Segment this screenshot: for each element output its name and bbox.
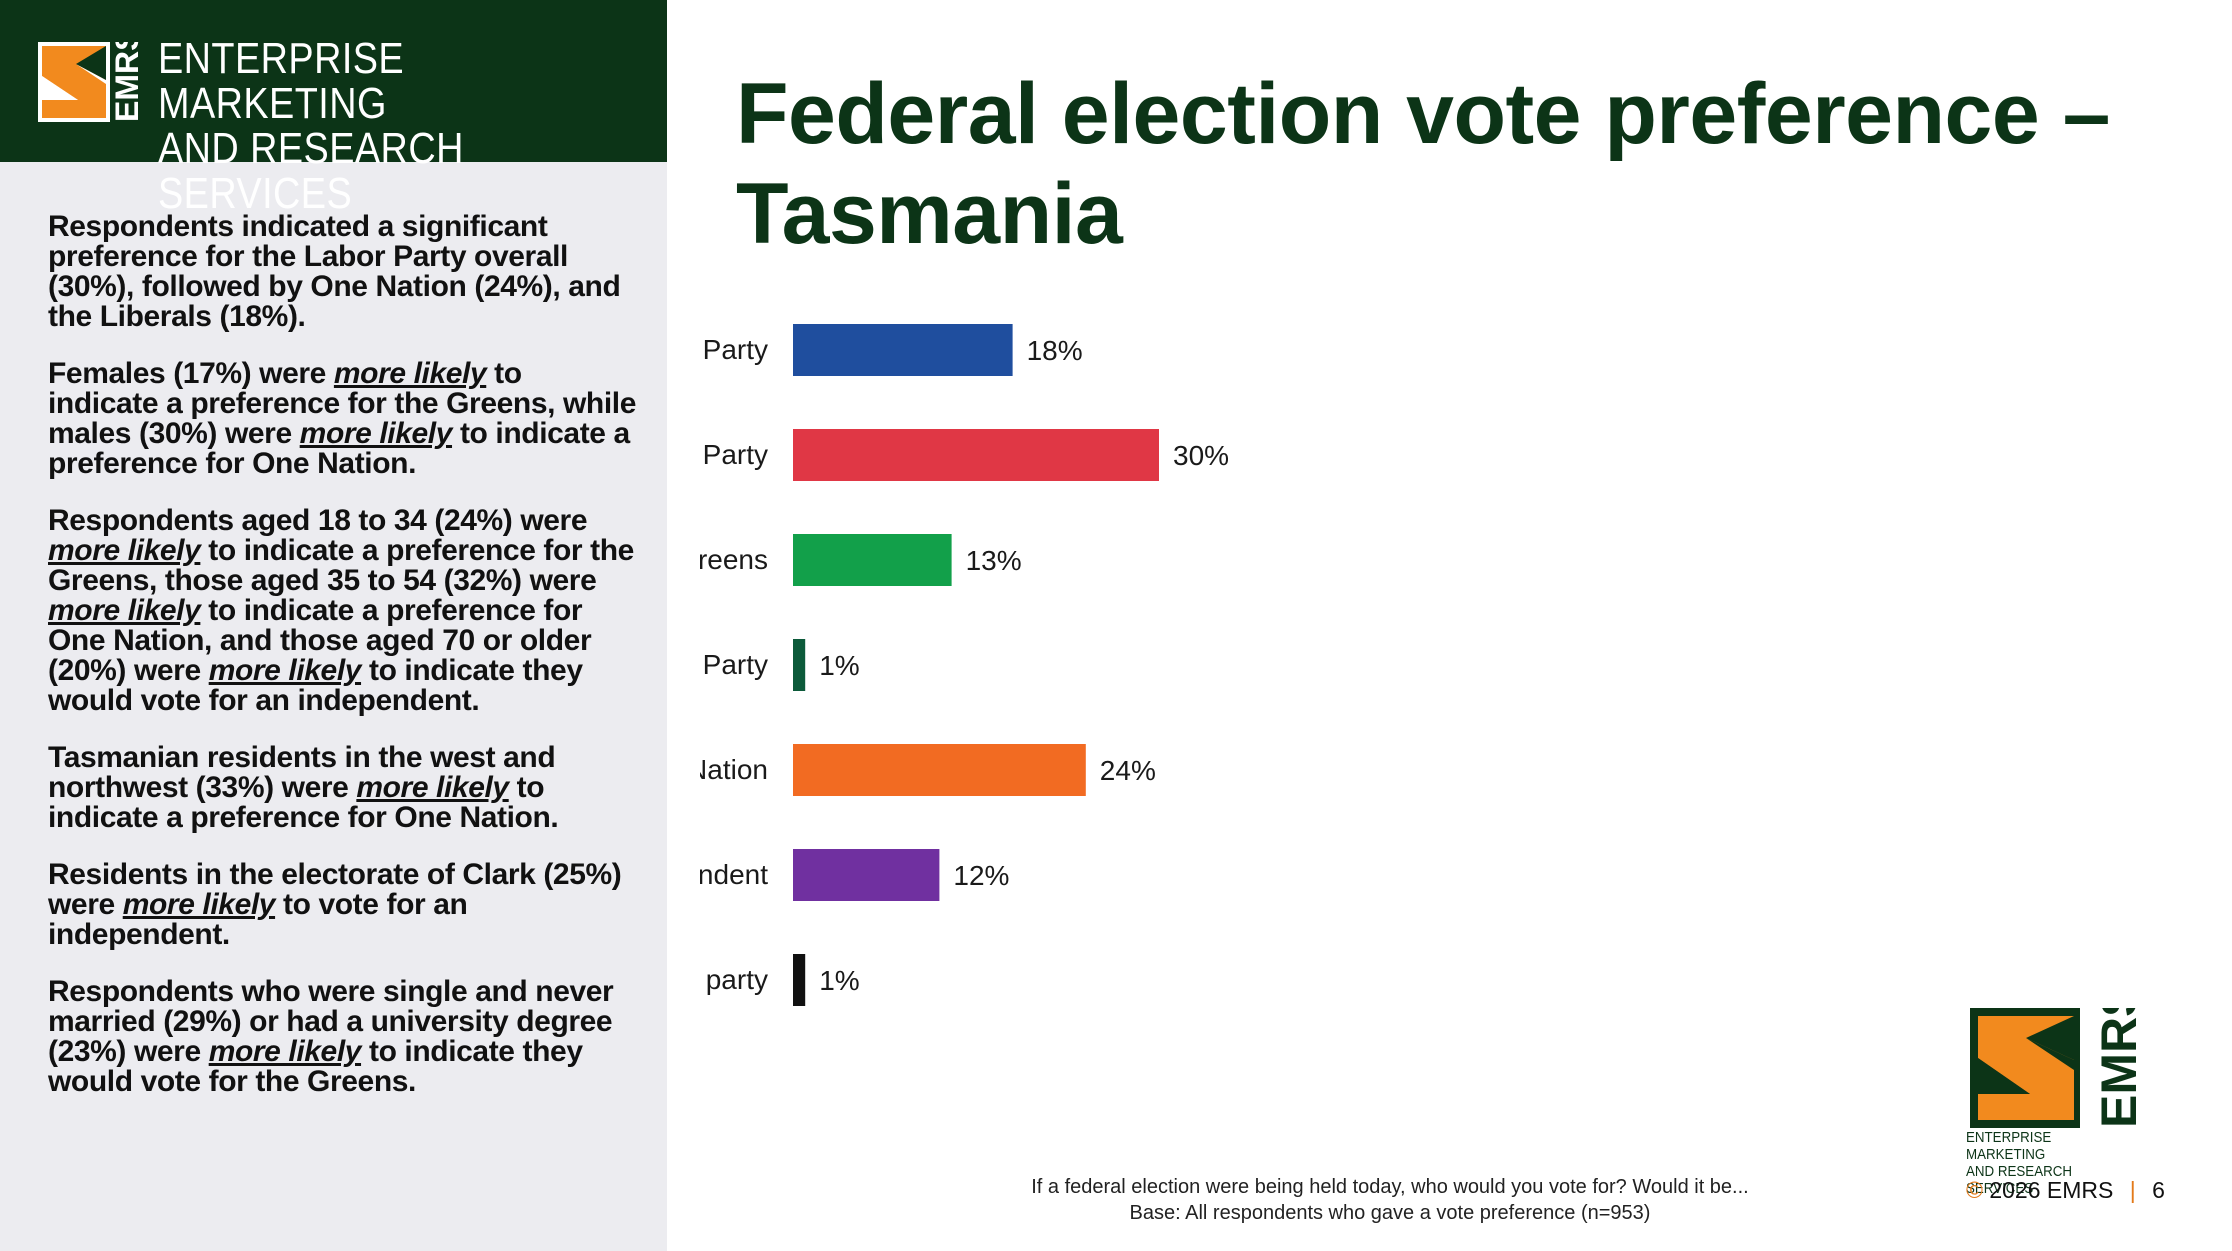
finding-text: to indicate they would vote for an indep… [48,654,583,717]
bar [793,744,1086,796]
category-label: The National Party [700,649,768,680]
emphasis-text: more likely [48,534,201,567]
finding-paragraph: Females (17%) were more likely to indica… [48,359,638,479]
emphasis-text: more likely [208,654,362,687]
finding-text: Residents in the electorate of Clark (25… [48,858,622,921]
brand-name-line1: ENTERPRISE MARKETING [158,34,405,128]
page-title: Federal election vote preference – Tasma… [736,66,2110,262]
value-label: 30% [1173,440,1229,471]
category-label: The Greens [700,544,768,575]
finding-text: to indicate a preference for One Nation. [48,771,559,834]
category-label: Pauline Hanson's One Nation [700,754,768,785]
category-label: An Independent [700,859,768,890]
vote-preference-chart: The Liberal Party 18% The Labor Party 30% Th… [700,324,1229,1006]
emphasis-text: more likely [333,357,487,390]
category-label: Some other minor party [700,964,768,995]
finding-text: Respondents indicated a significant pref… [48,210,621,333]
finding-text: to indicate a preference for the Greens,… [48,357,637,450]
finding-text: to indicate a preference for One Nation,… [48,594,592,687]
finding-text: Respondents who were single and never ma… [48,975,614,1068]
value-label: 13% [966,545,1022,576]
emphasis-text: more likely [48,594,201,627]
value-label: 18% [1027,335,1083,366]
chart-footnote: If a federal election were being held to… [880,1174,1900,1226]
finding-text: to indicate a preference for One Nation. [48,417,630,480]
finding-paragraph: Residents in the electorate of Clark (25… [48,860,638,950]
emrs-corner-logo-icon: EMRS [1970,1008,2140,1128]
footnote-base: Base: All respondents who gave a vote pr… [1129,1202,1651,1224]
finding-text: to indicate they would vote for the Gree… [48,1035,583,1098]
emphasis-text: more likely [208,1035,362,1068]
brand-name-line2: AND RESEARCH SERVICES [158,124,464,218]
svg-text:EMRS: EMRS [2091,1008,2140,1128]
finding-paragraph: Respondents indicated a significant pref… [48,212,638,332]
finding-text: Females (17%) were [48,357,334,390]
emphasis-text: more likely [356,771,509,804]
brand-name: ENTERPRISE MARKETING AND RESEARCH SERVIC… [158,36,596,216]
value-label: 1% [819,965,859,996]
finding-text: Respondents aged 18 to 34 (24%) were [48,504,588,537]
corner-brand-line1: ENTERPRISE MARKETING [1966,1130,2052,1163]
copyright: © 2026 EMRS | 6 [1966,1177,2165,1204]
bar [793,639,806,691]
finding-paragraph: Tasmanian residents in the west and nort… [48,743,638,833]
finding-text: to indicate a preference for the Greens,… [48,534,634,597]
corner-brand-line2: AND RESEARCH SERVICES [1966,1164,2073,1197]
category-label: The Liberal Party [700,334,768,365]
bar [793,534,952,586]
emphasis-text: more likely [122,888,276,921]
copyright-symbol: © [1966,1177,1983,1203]
finding-paragraph: Respondents who were single and never ma… [48,977,638,1097]
finding-text: Tasmanian residents in the west and nort… [48,741,556,804]
bar [793,849,940,901]
corner-brand-name: ENTERPRISE MARKETING AND RESEARCH SERVIC… [1966,1130,2132,1198]
copyright-text: 2026 EMRS [1989,1177,2114,1203]
value-label: 1% [819,650,859,681]
bar [793,954,806,1006]
svg-text:EMRS: EMRS [112,42,142,122]
category-label: The Labor Party [700,439,768,470]
finding-text: to vote for an independent. [48,888,468,951]
footer-separator: | [2129,1177,2136,1203]
sidebar: EMRS ENTERPRISE MARKETING AND RESEARCH S… [0,0,667,1251]
value-label: 12% [953,860,1009,891]
emrs-logo-icon [38,42,110,122]
bar [793,429,1159,481]
page-number: 6 [2152,1177,2165,1203]
footnote-question: If a federal election were being held to… [1031,1176,1749,1198]
value-label: 24% [1100,755,1156,786]
emrs-vertical-wordmark: EMRS [112,42,142,122]
key-findings: Respondents indicated a significant pref… [48,212,638,1124]
finding-paragraph: Respondents aged 18 to 34 (24%) were mor… [48,506,638,716]
emphasis-text: more likely [299,417,453,450]
brand-header: EMRS ENTERPRISE MARKETING AND RESEARCH S… [0,0,667,216]
bar [793,324,1013,376]
